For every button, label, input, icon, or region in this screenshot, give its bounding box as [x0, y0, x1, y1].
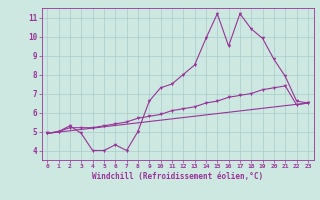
X-axis label: Windchill (Refroidissement éolien,°C): Windchill (Refroidissement éolien,°C) — [92, 172, 263, 181]
